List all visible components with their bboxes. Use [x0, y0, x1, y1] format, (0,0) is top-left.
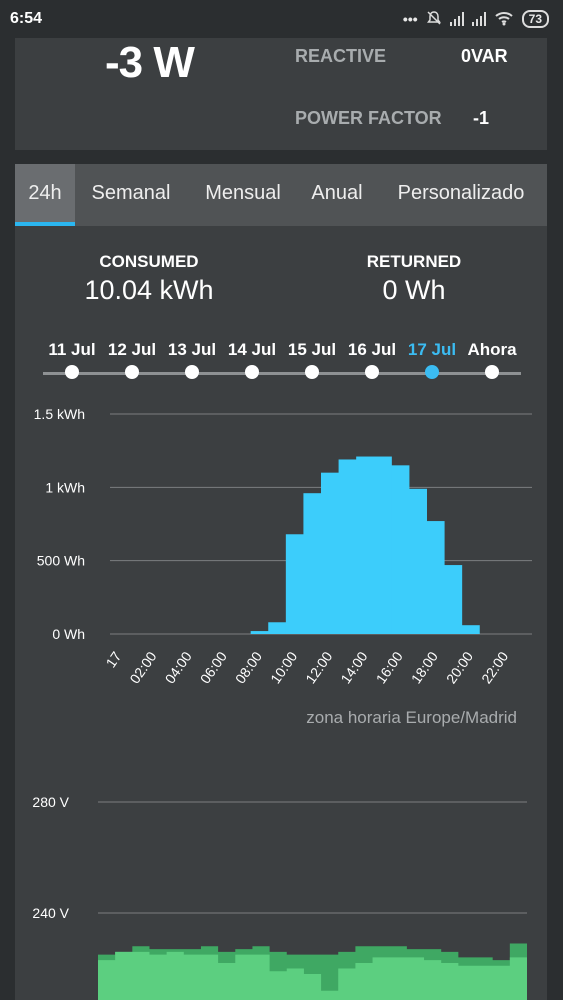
- tab-semanal[interactable]: Semanal: [91, 181, 171, 204]
- period-tabs: 24h Semanal Mensual Anual Personalizado: [15, 164, 547, 226]
- reactive-label: REACTIVE: [295, 46, 387, 66]
- energy-bar[interactable]: [408, 488, 427, 634]
- day-label[interactable]: Ahora: [467, 340, 517, 359]
- power-factor-value: -1: [473, 108, 490, 128]
- x-tick-label: 18:00: [408, 648, 441, 686]
- consumed-label: CONSUMED: [99, 252, 199, 271]
- active-power-value: -3 W: [105, 38, 195, 87]
- x-tick-label: 06:00: [197, 648, 230, 686]
- energy-bar[interactable]: [391, 465, 410, 634]
- day-label[interactable]: 13 Jul: [167, 340, 217, 359]
- tab-personalizado[interactable]: Personalizado: [397, 181, 525, 204]
- day-dot[interactable]: [185, 365, 199, 379]
- reactive-value: 0VAR: [461, 46, 508, 66]
- x-tick-label: 17: [102, 648, 124, 670]
- day-label[interactable]: 17 Jul: [407, 340, 457, 359]
- y-tick-label: 0 Wh: [52, 626, 85, 642]
- status-icons: ••• 73: [403, 10, 549, 29]
- consumed-value: 10.04 kWh: [84, 275, 214, 305]
- day-dot[interactable]: [425, 365, 439, 379]
- energy-bar[interactable]: [444, 565, 463, 634]
- day-dot[interactable]: [125, 365, 139, 379]
- x-tick-label: 10:00: [267, 648, 300, 686]
- voltage-chart: 240 V 280 V: [32, 794, 527, 1000]
- energy-bar[interactable]: [303, 493, 322, 634]
- y-tick-label: 240 V: [32, 905, 69, 921]
- day-dot[interactable]: [485, 365, 499, 379]
- energy-bar[interactable]: [321, 472, 340, 634]
- energy-bar[interactable]: [285, 534, 304, 634]
- returned-value: 0 Wh: [382, 275, 446, 305]
- x-tick-label: 04:00: [162, 648, 195, 686]
- energy-bar[interactable]: [356, 456, 375, 634]
- energy-bar[interactable]: [461, 625, 480, 634]
- x-tick-label: 12:00: [302, 648, 335, 686]
- y-tick-label: 280 V: [32, 794, 69, 810]
- tab-anual[interactable]: Anual: [311, 181, 363, 204]
- power-summary-card: -3 W REACTIVE 0VAR POWER FACTOR -1: [15, 38, 547, 150]
- day-label[interactable]: 14 Jul: [227, 340, 277, 359]
- x-tick-label: 16:00: [373, 648, 406, 686]
- y-tick-label: 500 Wh: [37, 553, 85, 569]
- x-tick-label: 08:00: [232, 648, 265, 686]
- energy-bar[interactable]: [373, 456, 392, 634]
- timeline-track: [43, 372, 521, 375]
- energy-card: 24h Semanal Mensual Anual Personalizado …: [15, 164, 547, 1000]
- day-dot[interactable]: [245, 365, 259, 379]
- energy-chart: 0 Wh 500 Wh 1 kWh 1.5 kWh 17 02:00 04:00 06:00 0…: [34, 406, 532, 686]
- energy-bar[interactable]: [268, 622, 287, 634]
- day-dot[interactable]: [365, 365, 379, 379]
- tab-mensual[interactable]: Mensual: [205, 181, 281, 204]
- day-dot[interactable]: [65, 365, 79, 379]
- more-dots-icon: •••: [402, 11, 418, 27]
- status-bar: 6:54 ••• 73: [0, 0, 563, 38]
- day-label[interactable]: 11 Jul: [48, 340, 96, 359]
- timezone-note: zona horaria Europe/Madrid: [306, 708, 517, 727]
- voltage-min-area: [98, 951, 527, 1000]
- x-tick-label: 14:00: [337, 648, 370, 686]
- energy-bar[interactable]: [250, 631, 269, 634]
- y-tick-label: 1 kWh: [45, 479, 85, 495]
- status-time: 6:54: [10, 10, 43, 27]
- y-tick-label: 1.5 kWh: [34, 406, 85, 422]
- energy-bar[interactable]: [426, 521, 445, 634]
- day-label[interactable]: 15 Jul: [287, 340, 337, 359]
- signal-2-icon: [471, 12, 486, 26]
- tab-24h[interactable]: 24h: [15, 164, 75, 226]
- power-factor-label: POWER FACTOR: [295, 108, 442, 128]
- signal-icon: [449, 12, 464, 26]
- x-tick-label: 22:00: [478, 648, 511, 686]
- day-label[interactable]: 16 Jul: [347, 340, 397, 359]
- returned-label: RETURNED: [366, 252, 462, 271]
- energy-bar[interactable]: [338, 459, 357, 634]
- x-tick-label: 20:00: [443, 648, 476, 686]
- x-tick-label: 02:00: [126, 648, 159, 686]
- day-label[interactable]: 12 Jul: [107, 340, 157, 359]
- battery-icon: 73: [521, 10, 549, 28]
- wifi-icon: [494, 10, 514, 29]
- day-dot[interactable]: [305, 365, 319, 379]
- mute-bell-icon: [426, 10, 442, 29]
